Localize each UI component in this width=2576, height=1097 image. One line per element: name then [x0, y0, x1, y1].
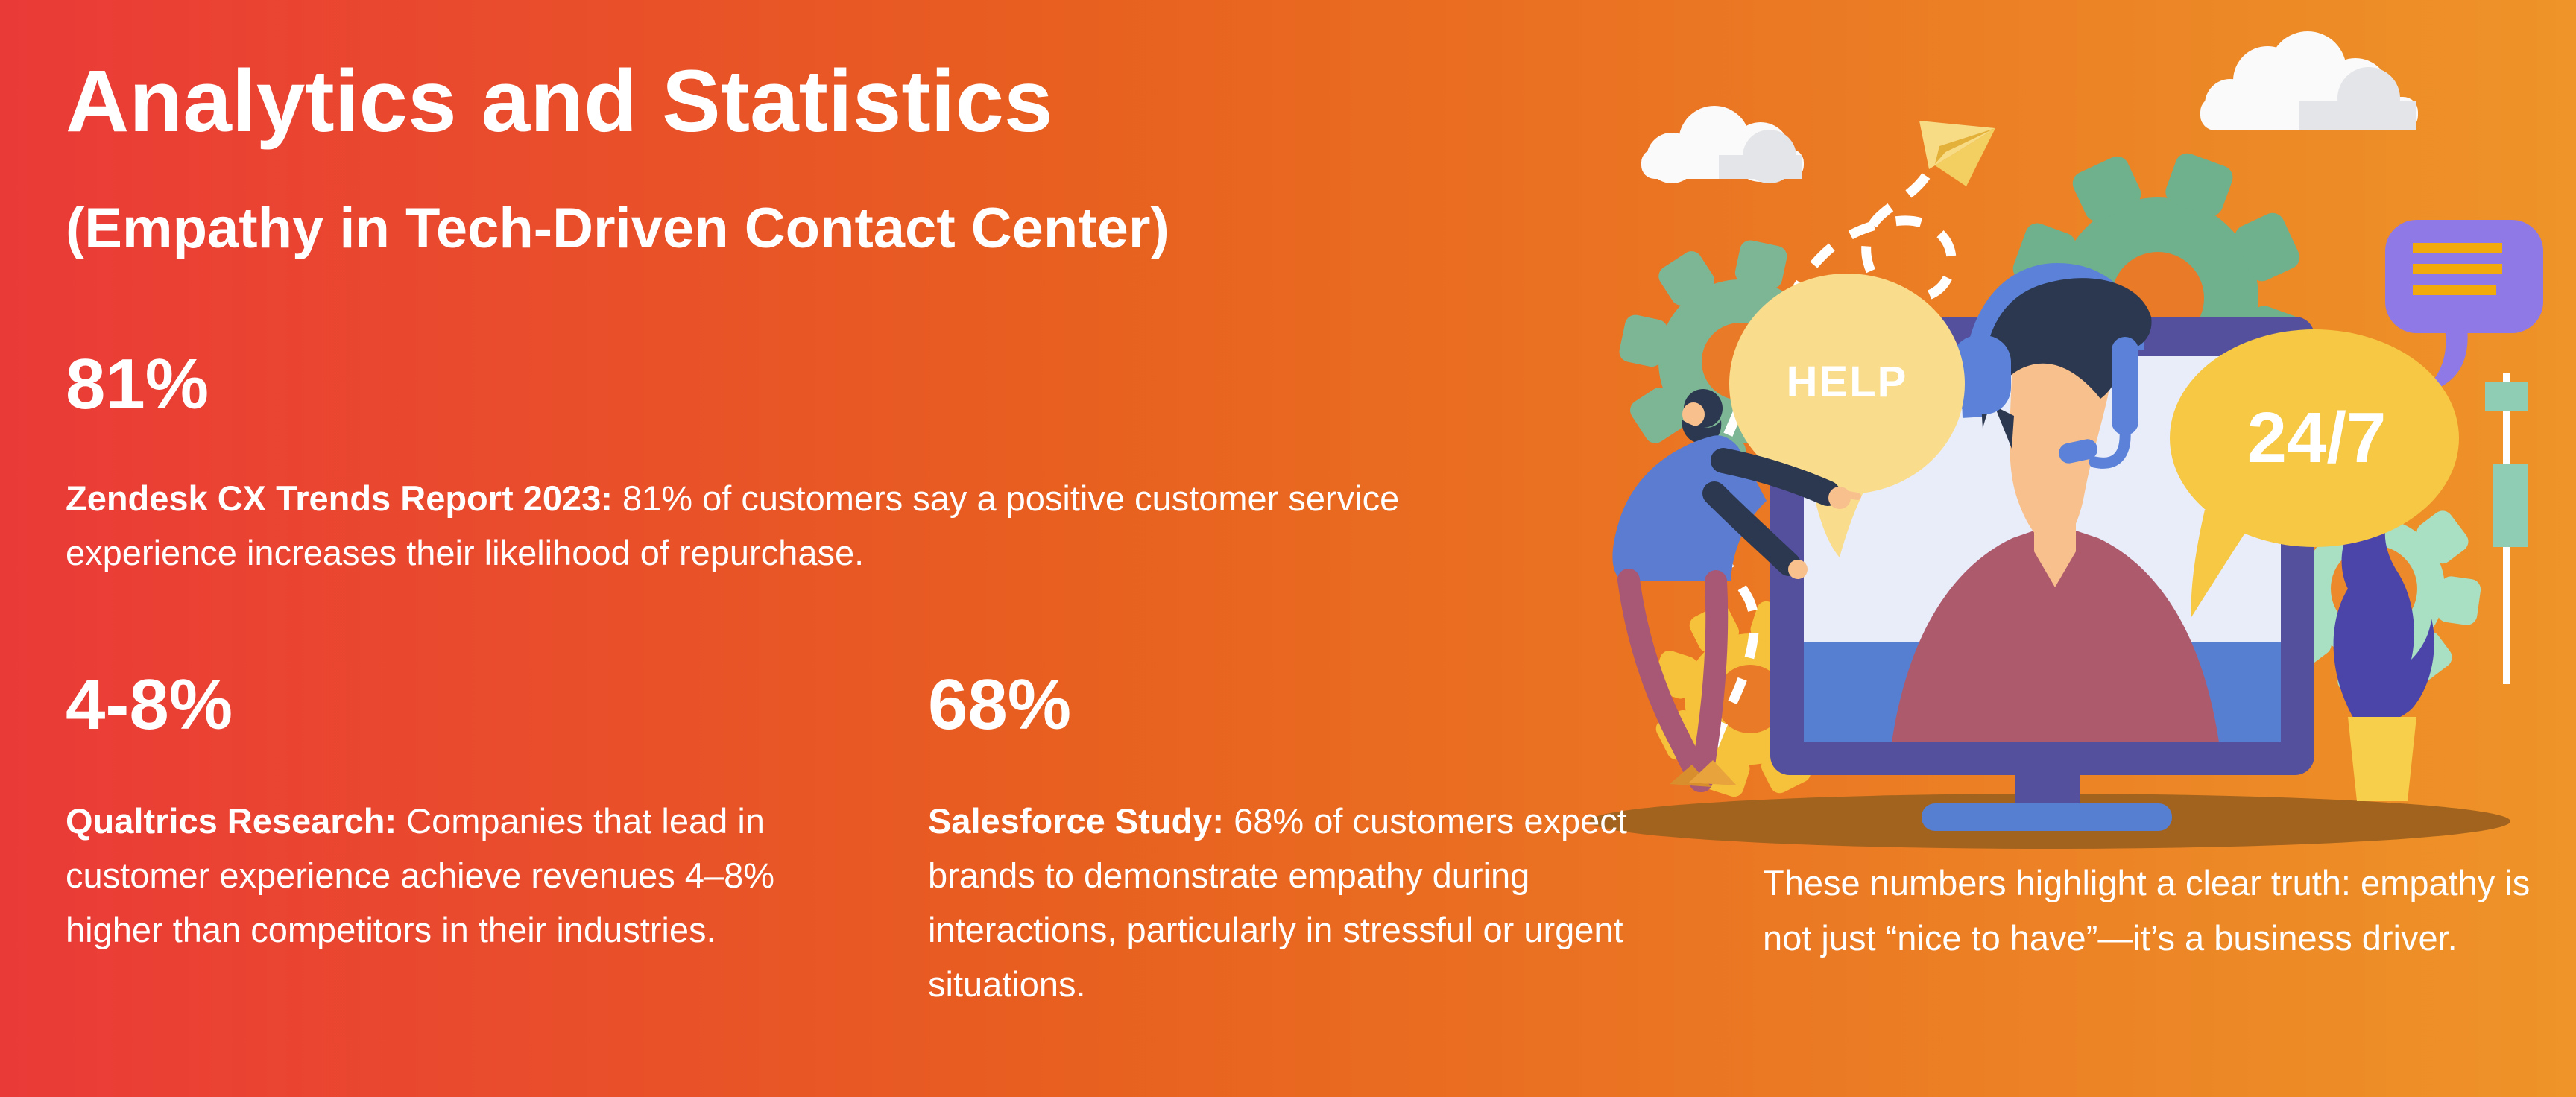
cloud-icon-right: [2200, 31, 2418, 130]
stat-description-empathy: Salesforce Study: 68% of customers expec…: [928, 801, 1627, 1004]
availability-bubble-label: 24/7: [2247, 398, 2387, 478]
stat-value-empathy: 68%: [928, 665, 1072, 744]
availability-speech-bubble: 24/7: [2170, 329, 2459, 617]
slider-icon: [2485, 373, 2528, 684]
page-subtitle: (Empathy in Tech-Driven Contact Center): [66, 197, 1169, 260]
paper-plane-icon: [1919, 121, 1995, 186]
dashed-trail: [1697, 173, 1957, 790]
stat-source-qualtrics: Qualtrics Research:: [66, 801, 397, 841]
page-title: Analytics and Statistics: [66, 52, 1053, 151]
stat-value-repurchase: 81%: [66, 344, 209, 424]
stat-description-revenue: Qualtrics Research: Companies that lead …: [66, 801, 774, 949]
closing-note: These numbers highlight a clear truth: e…: [1763, 863, 2531, 958]
cloud-icon-left: [1641, 106, 1804, 183]
support-agent-avatar: [1892, 262, 2219, 742]
stat-source-zendesk: Zendesk CX Trends Report 2023:: [66, 478, 613, 518]
stat-value-revenue: 4-8%: [66, 665, 233, 744]
stat-description-repurchase: Zendesk CX Trends Report 2023: 81% of cu…: [66, 478, 1400, 572]
person-figure: [1612, 389, 1861, 792]
stat-source-salesforce: Salesforce Study:: [928, 801, 1225, 841]
plant-icon: [2333, 508, 2434, 801]
help-bubble-label: HELP: [1787, 358, 1908, 406]
chat-bubble-icon: [2385, 220, 2543, 393]
